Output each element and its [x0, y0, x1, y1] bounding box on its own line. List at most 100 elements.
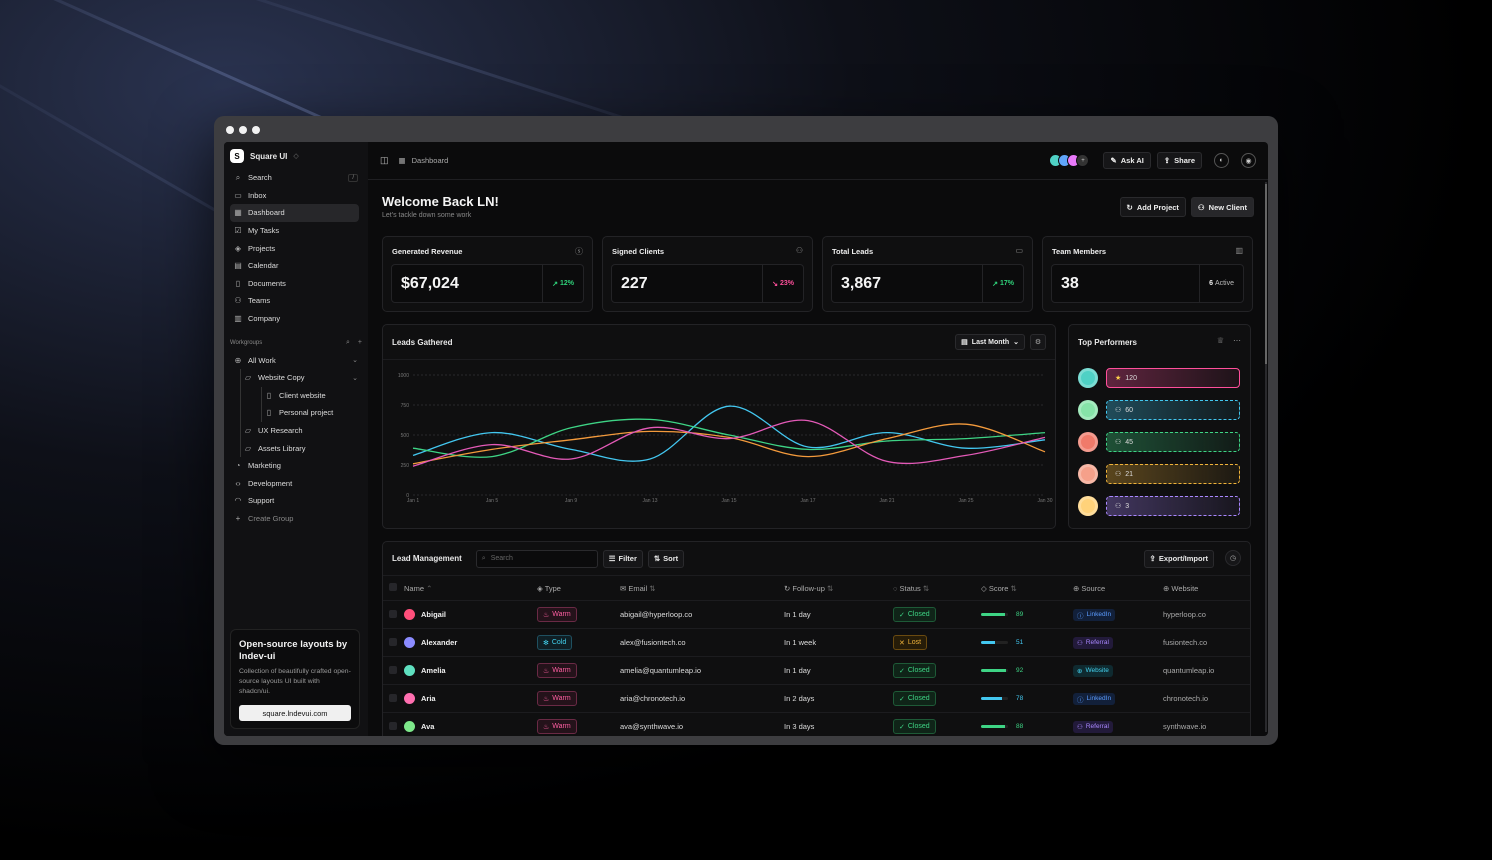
create-group-button[interactable]: + Create Group	[224, 510, 368, 528]
filter-button[interactable]: ☰ Filter	[602, 549, 643, 568]
type-badge: ♨ Warm	[537, 719, 577, 734]
sidebar-item-company[interactable]: ▥ Company	[224, 310, 368, 328]
name-cell: Aria	[403, 684, 536, 713]
row-checkbox[interactable]	[389, 665, 397, 674]
file-personal-project[interactable]: ▯ Personal project	[224, 404, 368, 422]
share-button[interactable]: ⇪ Share	[1156, 152, 1202, 169]
column-header-status[interactable]: ◌ Status ⇅	[892, 576, 980, 601]
row-checkbox[interactable]	[389, 609, 397, 618]
sidebar-item-projects[interactable]: ◈ Projects	[224, 239, 368, 257]
lead-name[interactable]: Abigail	[421, 610, 447, 619]
column-header-type[interactable]: ◈ Type	[536, 576, 619, 601]
workgroup-development[interactable]: ‹› Development	[224, 475, 368, 493]
lead-name[interactable]: Amelia	[421, 666, 446, 675]
search-icon: ⌕	[481, 554, 486, 562]
y-tick-label: 1000	[398, 373, 409, 379]
status-badge: ✓ Closed	[893, 663, 936, 678]
sidebar-toggle-icon[interactable]: ◫	[380, 155, 389, 165]
linkedin-icon: ⓘ	[1077, 612, 1084, 620]
lead-email[interactable]: ava@synthwave.io	[620, 722, 684, 731]
ask-ai-button[interactable]: ✎ Ask AI	[1103, 152, 1151, 169]
workgroup-marketing[interactable]: ◔ Marketing	[224, 457, 368, 475]
lead-website[interactable]: quantumleap.io	[1163, 666, 1215, 675]
performer-score-bar: ⚇ 60	[1106, 400, 1240, 420]
workgroup-label: Support	[248, 496, 275, 506]
stat-title: Generated Revenue	[392, 247, 463, 256]
sort-button[interactable]: ⇅ Sort	[647, 549, 685, 568]
lead-website[interactable]: chronotech.io	[1163, 694, 1209, 703]
column-header-score[interactable]: ◇ Score ⇅	[980, 576, 1072, 601]
column-header-name[interactable]: Name ⌃	[403, 576, 536, 601]
plus-icon[interactable]: +	[357, 339, 362, 347]
lead-website[interactable]: hyperloop.co	[1163, 610, 1206, 619]
window-controls[interactable]	[226, 126, 260, 134]
sidebar-item-dashboard[interactable]: ▦ Dashboard	[230, 204, 359, 222]
status-badge: ✓ Closed	[893, 607, 936, 622]
lead-email[interactable]: alex@fusiontech.co	[620, 638, 686, 647]
folder-assets-library[interactable]: ▱ Assets Library	[224, 439, 368, 457]
table-row[interactable]: Amelia ♨ Warm amelia@quantumleap.io In 1 day…	[383, 656, 1250, 685]
history-icon[interactable]: ◷	[1225, 549, 1241, 566]
sidebar-search[interactable]: ⌕ Search /	[224, 169, 368, 187]
folder-website-copy[interactable]: ▱ Website Copy ⌄	[224, 369, 368, 387]
table-row[interactable]: Ava ♨ Warm ava@synthwave.io In 3 days ✓ Closed…	[383, 712, 1250, 736]
row-checkbox[interactable]	[389, 637, 397, 646]
table-row[interactable]: Alexander ✻ Cold alex@fusiontech.co In 1 wee…	[383, 628, 1250, 657]
select-all-checkbox[interactable]	[389, 583, 397, 591]
lead-website[interactable]: fusiontech.co	[1163, 638, 1208, 647]
performer-row[interactable]: ⚇ 45	[1078, 432, 1240, 452]
add-project-button[interactable]: ↻ Add Project	[1119, 197, 1186, 217]
type-badge: ♨ Warm	[537, 663, 577, 678]
range-select[interactable]: ▤ Last Month ⌄	[955, 334, 1025, 350]
sidebar-item-calendar[interactable]: ▤ Calendar	[224, 257, 368, 275]
column-header-email[interactable]: ✉ Email ⇅	[619, 576, 783, 601]
lead-name[interactable]: Ava	[421, 722, 435, 731]
performer-row[interactable]: ★ 120	[1078, 368, 1240, 388]
x-tick-label: Jan 5	[486, 498, 498, 504]
export-import-button[interactable]: ⇪ Export/Import	[1143, 549, 1214, 568]
column-label: Name	[404, 583, 425, 593]
scrollbar[interactable]	[1265, 182, 1267, 732]
lead-email[interactable]: amelia@quantumleap.io	[620, 666, 701, 675]
x-tick-label: Jan 13	[642, 498, 657, 504]
column-header-website[interactable]: ⊕ Website	[1162, 576, 1250, 601]
search-input[interactable]: ⌕ Search	[475, 549, 598, 568]
sidebar-item-teams[interactable]: ⚇ Teams	[224, 292, 368, 310]
name-cell: Amelia	[403, 656, 536, 685]
settings-icon[interactable]: ⚙	[1030, 334, 1046, 350]
lead-name[interactable]: Alexander	[421, 638, 458, 647]
github-icon[interactable]: ◉	[1241, 153, 1256, 168]
performer-row[interactable]: ⚇ 21	[1078, 464, 1240, 484]
more-icon[interactable]: ⋯	[1233, 336, 1241, 345]
lead-email[interactable]: abigail@hyperloop.co	[620, 610, 693, 619]
row-checkbox[interactable]	[389, 693, 397, 702]
sidebar-item-documents[interactable]: ▯ Documents	[224, 275, 368, 293]
performer-row[interactable]: ⚇ 3	[1078, 496, 1240, 516]
table-row[interactable]: Abigail ♨ Warm abigail@hyperloop.co In 1 day…	[383, 600, 1250, 629]
trophy-icon[interactable]: ♕	[1216, 336, 1224, 345]
workspace-switcher[interactable]: S Square UI ◇	[224, 142, 368, 169]
workgroup-support[interactable]: ◠ Support	[224, 492, 368, 510]
promo-link-button[interactable]: square.lndevui.com	[239, 705, 351, 721]
table-row[interactable]: Aria ♨ Warm aria@chronotech.io In 2 days ✓ Clo…	[383, 684, 1250, 713]
sidebar-item-label: Dashboard	[248, 208, 285, 218]
theme-toggle-icon[interactable]: ◐	[1214, 153, 1229, 168]
column-header-follow-up[interactable]: ↻ Follow-up ⇅	[783, 576, 892, 601]
file-client-website[interactable]: ▯ Client website	[224, 387, 368, 405]
collaborator-avatars[interactable]: +	[1049, 154, 1090, 167]
sidebar-item-inbox[interactable]: ▭ Inbox	[224, 187, 368, 205]
workgroup-all-work[interactable]: ⊕ All Work ⌄	[224, 351, 368, 369]
type-label: Warm	[552, 723, 571, 730]
folder-ux-research[interactable]: ▱ UX Research	[224, 422, 368, 440]
column-header-source[interactable]: ⊕ Source	[1072, 576, 1162, 601]
row-checkbox[interactable]	[389, 721, 397, 730]
users-icon: ⚇	[234, 296, 242, 306]
referral-icon: ⚇	[1077, 723, 1083, 731]
lead-email[interactable]: aria@chronotech.io	[620, 694, 686, 703]
sidebar-item-my-tasks[interactable]: ☑ My Tasks	[224, 222, 368, 240]
lead-name[interactable]: Aria	[421, 694, 436, 703]
search-icon[interactable]: ⌕	[345, 339, 350, 347]
performer-row[interactable]: ⚇ 60	[1078, 400, 1240, 420]
lead-website[interactable]: synthwave.io	[1163, 722, 1207, 731]
new-client-button[interactable]: ⚇ New Client	[1190, 197, 1254, 217]
